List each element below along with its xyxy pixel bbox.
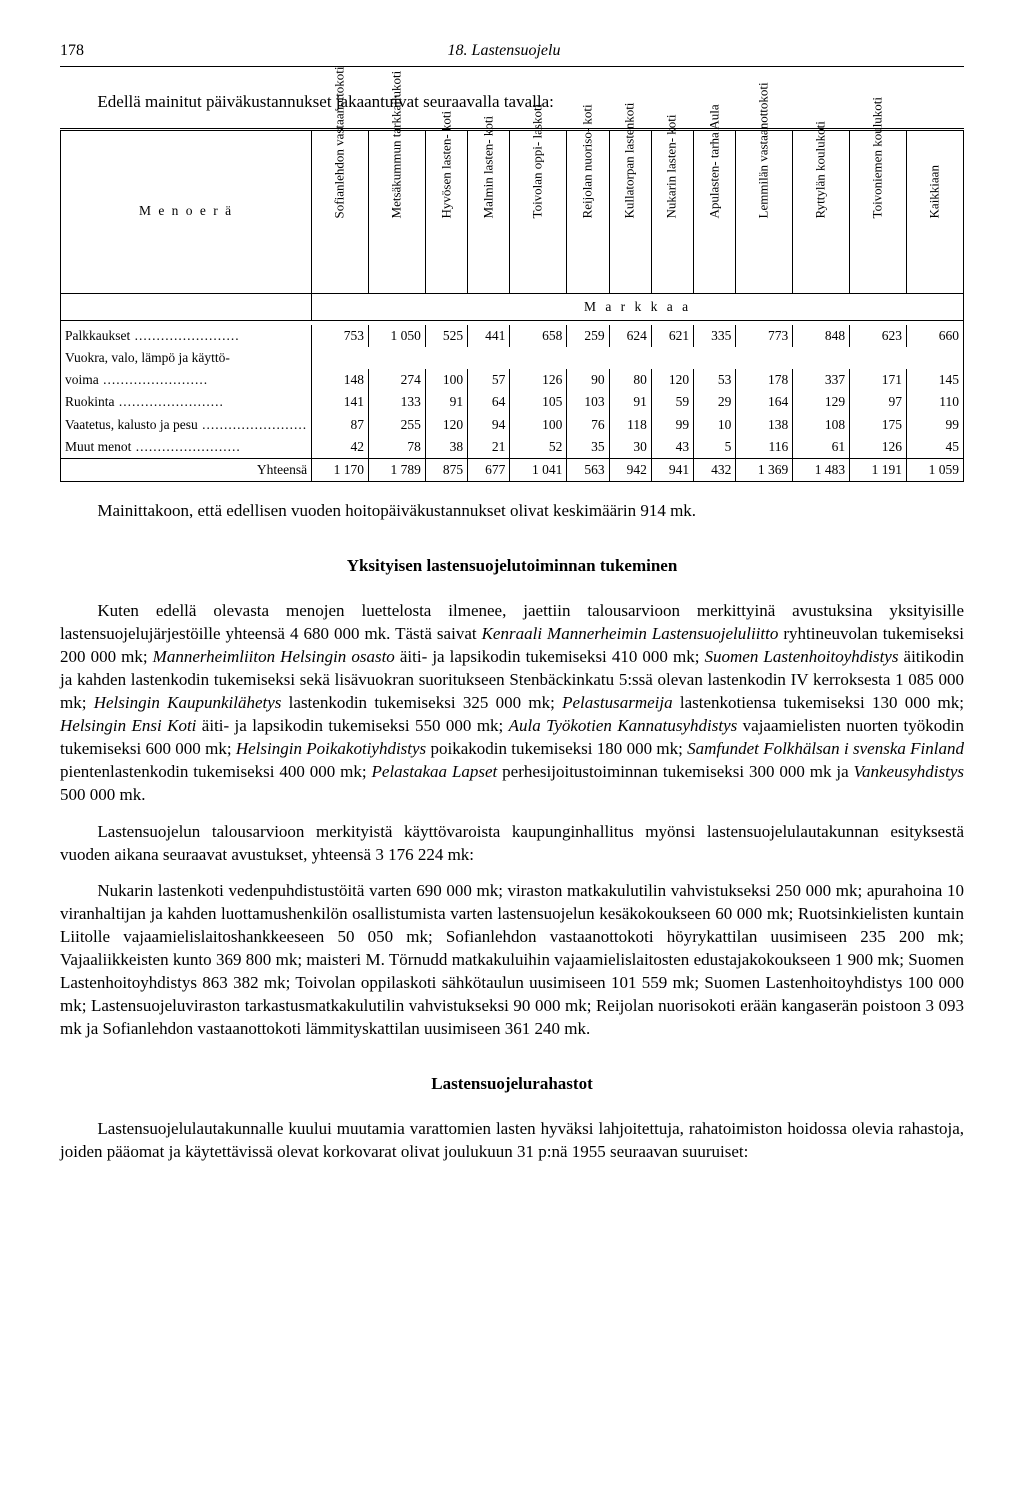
section1-p2: Lastensuojelun talousarvioon merkityistä…: [60, 821, 964, 867]
section1-p1: Kuten edellä olevasta menojen luettelost…: [60, 600, 964, 806]
col-header: Hyvösen lasten- koti: [425, 129, 467, 293]
col-header: Reijolan nuoriso- koti: [567, 129, 609, 293]
currency-label: M a r k k a a: [312, 293, 964, 320]
table-row: Ruokinta 141 133 91 64 105 103 91 59 29 …: [61, 391, 964, 413]
row-header-label: M e n o e r ä: [61, 129, 312, 293]
col-header: Metsäkummun tarkkailukoti: [369, 129, 426, 293]
section2-p1: Lastensuojelulautakunnalle kuului muutam…: [60, 1118, 964, 1164]
table-row: Vaatetus, kalusto ja pesu 87 255 120 94 …: [61, 414, 964, 436]
after-table-paragraph: Mainittakoon, että edellisen vuoden hoit…: [60, 500, 964, 523]
cost-table: M e n o e r ä Sofianlehdon vastaanottoko…: [60, 128, 964, 483]
col-header: Malmin lasten- koti: [468, 129, 510, 293]
col-header: Toivolan oppi- laskoti: [510, 129, 567, 293]
section1-p3: Nukarin lastenkoti vedenpuhdistustöitä v…: [60, 880, 964, 1041]
col-header: Nukarin lasten- koti: [651, 129, 693, 293]
running-title: 18. Lastensuojelu: [84, 40, 924, 62]
section-title-1: Yksityisen lastensuojelutoiminnan tukemi…: [60, 555, 964, 578]
col-header: Sofianlehdon vastaanottokoti: [312, 129, 369, 293]
table-total-row: Yhteensä 1 170 1 789 875 677 1 041 563 9…: [61, 459, 964, 482]
table-row: voima 148 274 100 57 126 90 80 120 53 17…: [61, 369, 964, 391]
col-header: Apulasten- tarha Aula: [694, 129, 736, 293]
table-row: Vuokra, valo, lämpö ja käyttö-: [61, 347, 964, 369]
table-row: Muut menot 42 78 38 21 52 35 30 43 5 116…: [61, 436, 964, 459]
col-header: Lemmilän vastaanottokoti: [736, 129, 793, 293]
running-head: 178 18. Lastensuojelu: [60, 40, 964, 67]
table-row: Palkkaukset 753 1 050 525 441 658 259 62…: [61, 325, 964, 347]
col-header: Ryttylän koulukoti: [793, 129, 850, 293]
page-number: 178: [60, 40, 84, 62]
col-header: Kullatorpan lastenkoti: [609, 129, 651, 293]
section-title-2: Lastensuojelurahastot: [60, 1073, 964, 1096]
col-header: Kaikkiaan: [907, 129, 964, 293]
intro-paragraph: Edellä mainitut päiväkustannukset jakaan…: [60, 91, 964, 114]
col-header: Toivoniemen koulukoti: [850, 129, 907, 293]
